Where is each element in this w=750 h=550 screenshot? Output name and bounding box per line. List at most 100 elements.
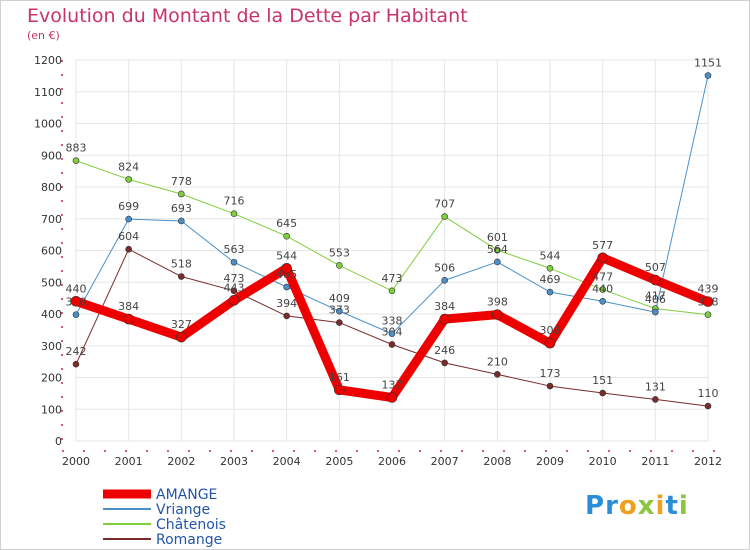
- data-label: 716: [224, 195, 245, 208]
- data-point: [441, 359, 448, 367]
- data-point: [546, 264, 554, 272]
- data-point: [388, 287, 396, 295]
- logo-letter: i: [678, 491, 689, 521]
- data-point: [599, 286, 606, 293]
- x-tick-label: 2000: [62, 455, 90, 468]
- data-label: 544: [540, 249, 561, 262]
- data-point: [492, 309, 503, 320]
- data-point: [702, 296, 714, 307]
- data-point: [652, 396, 659, 403]
- x-tick-label: 2002: [167, 455, 195, 468]
- x-tick-label: 2008: [483, 455, 511, 468]
- y-tick-label: 1100: [34, 86, 62, 99]
- data-label: 604: [118, 230, 139, 243]
- data-label: 485: [276, 268, 297, 281]
- x-tick-label: 2003: [220, 455, 248, 468]
- chart-subtitle: (en €): [27, 29, 60, 42]
- data-label: 406: [645, 293, 666, 306]
- legend-label: AMANGE: [156, 487, 217, 503]
- data-point: [230, 258, 238, 266]
- logo-letter: P: [585, 491, 606, 521]
- data-label: 883: [66, 142, 87, 155]
- y-tick-label: 300: [41, 340, 62, 353]
- logo-letter: o: [618, 491, 638, 521]
- data-label: 506: [434, 261, 455, 274]
- data-point: [546, 382, 554, 390]
- data-point: [704, 72, 712, 79]
- data-label: 398: [487, 296, 508, 309]
- data-label: 507: [645, 261, 666, 274]
- data-point: [704, 402, 712, 410]
- data-point: [125, 176, 132, 183]
- data-point: [283, 283, 290, 291]
- data-point: [494, 371, 501, 378]
- data-label: 469: [540, 273, 561, 286]
- data-label: 824: [118, 160, 139, 173]
- y-tick-label: 700: [41, 213, 62, 226]
- data-label: 131: [645, 380, 666, 393]
- legend-label: Châtenois: [156, 517, 226, 533]
- data-point: [388, 330, 396, 337]
- data-point: [599, 389, 606, 397]
- data-label: 699: [118, 200, 139, 213]
- data-point: [125, 245, 132, 253]
- data-point: [70, 295, 82, 307]
- data-label: 473: [382, 272, 403, 285]
- data-label: 110: [698, 387, 719, 400]
- data-point: [230, 287, 238, 295]
- data-label: 409: [329, 292, 350, 305]
- data-point: [72, 360, 80, 368]
- data-label: 384: [118, 300, 139, 313]
- x-tick-label: 2007: [431, 455, 459, 468]
- data-point: [546, 288, 554, 296]
- data-label: 518: [171, 258, 192, 271]
- chart-title: Evolution du Montant de la Dette par Hab…: [27, 5, 468, 27]
- data-label: 210: [487, 355, 508, 368]
- y-tick-label: 900: [41, 149, 62, 162]
- data-label: 417: [645, 290, 666, 303]
- data-point: [597, 252, 608, 264]
- data-point: [599, 297, 606, 305]
- data-point: [281, 262, 292, 274]
- data-point: [283, 312, 290, 320]
- data-label: 439: [698, 283, 719, 296]
- data-label: 440: [66, 282, 87, 295]
- data-label: 553: [329, 246, 350, 259]
- data-point: [178, 217, 185, 225]
- logo-letter: r: [605, 491, 619, 521]
- x-tick-label: 2012: [694, 455, 722, 468]
- data-point: [72, 157, 80, 164]
- x-tick-label: 2001: [115, 455, 143, 468]
- data-label: 137: [382, 379, 403, 392]
- y-tick-label: 600: [41, 245, 62, 258]
- data-label: 308: [540, 324, 561, 337]
- data-label: 246: [434, 344, 455, 357]
- x-tick-label: 2006: [378, 455, 406, 468]
- data-point: [178, 273, 185, 280]
- data-point: [544, 337, 556, 349]
- y-tick-label: 800: [41, 181, 62, 194]
- data-label: 707: [434, 198, 455, 211]
- data-point: [494, 246, 501, 254]
- data-point: [336, 262, 343, 269]
- data-label: 394: [276, 297, 297, 310]
- data-label: 645: [276, 217, 297, 230]
- y-tick-label: 1200: [34, 54, 62, 67]
- data-label: 440: [592, 282, 613, 295]
- data-point: [652, 308, 659, 316]
- data-point: [283, 232, 290, 240]
- logo-letter: t: [665, 491, 679, 521]
- data-label: 338: [382, 315, 403, 328]
- data-point: [386, 392, 398, 403]
- legend-label: Vriange: [156, 502, 210, 518]
- logo-letter: x: [637, 491, 656, 521]
- data-point: [176, 331, 187, 343]
- data-point: [704, 311, 712, 318]
- data-label: 778: [171, 175, 192, 188]
- data-point: [72, 311, 80, 318]
- data-point: [178, 190, 185, 198]
- data-point: [336, 307, 343, 315]
- x-tick-label: 2009: [536, 455, 564, 468]
